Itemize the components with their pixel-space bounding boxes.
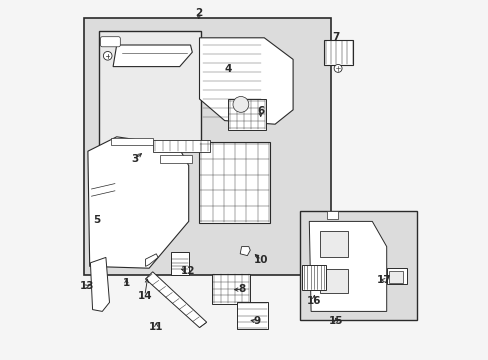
Text: 5: 5 <box>93 215 101 225</box>
FancyBboxPatch shape <box>326 211 337 219</box>
FancyBboxPatch shape <box>84 18 330 275</box>
Text: 14: 14 <box>137 291 152 301</box>
Text: 12: 12 <box>180 266 195 276</box>
FancyBboxPatch shape <box>212 274 249 304</box>
Text: 7: 7 <box>332 32 339 42</box>
Text: 11: 11 <box>149 322 163 332</box>
Polygon shape <box>88 137 188 268</box>
Text: 8: 8 <box>238 284 245 294</box>
Text: 4: 4 <box>224 64 231 74</box>
Text: 6: 6 <box>257 106 264 116</box>
FancyBboxPatch shape <box>320 269 347 293</box>
Text: 1: 1 <box>122 278 130 288</box>
Text: 15: 15 <box>328 316 343 327</box>
FancyBboxPatch shape <box>323 40 352 65</box>
FancyBboxPatch shape <box>199 142 269 223</box>
Polygon shape <box>240 247 250 256</box>
FancyBboxPatch shape <box>99 31 201 149</box>
Circle shape <box>333 64 342 72</box>
FancyBboxPatch shape <box>320 231 347 257</box>
FancyBboxPatch shape <box>387 271 402 283</box>
FancyBboxPatch shape <box>386 268 406 284</box>
Polygon shape <box>199 38 292 124</box>
Text: 10: 10 <box>254 255 268 265</box>
FancyBboxPatch shape <box>300 211 416 320</box>
Text: 17: 17 <box>376 275 390 285</box>
Polygon shape <box>145 272 206 328</box>
Text: 9: 9 <box>253 316 260 327</box>
Polygon shape <box>145 254 158 266</box>
FancyBboxPatch shape <box>111 138 152 145</box>
Text: 3: 3 <box>131 154 138 164</box>
FancyBboxPatch shape <box>160 155 192 163</box>
FancyBboxPatch shape <box>302 265 325 290</box>
Polygon shape <box>309 221 386 311</box>
FancyBboxPatch shape <box>237 302 267 329</box>
Circle shape <box>103 51 112 60</box>
Polygon shape <box>113 45 192 67</box>
FancyBboxPatch shape <box>152 140 210 152</box>
Text: 13: 13 <box>80 281 94 291</box>
Circle shape <box>232 96 248 112</box>
Text: 16: 16 <box>306 296 321 306</box>
Text: 2: 2 <box>195 8 202 18</box>
FancyBboxPatch shape <box>170 252 188 275</box>
FancyBboxPatch shape <box>228 99 265 130</box>
Polygon shape <box>90 257 109 311</box>
FancyBboxPatch shape <box>101 37 120 47</box>
